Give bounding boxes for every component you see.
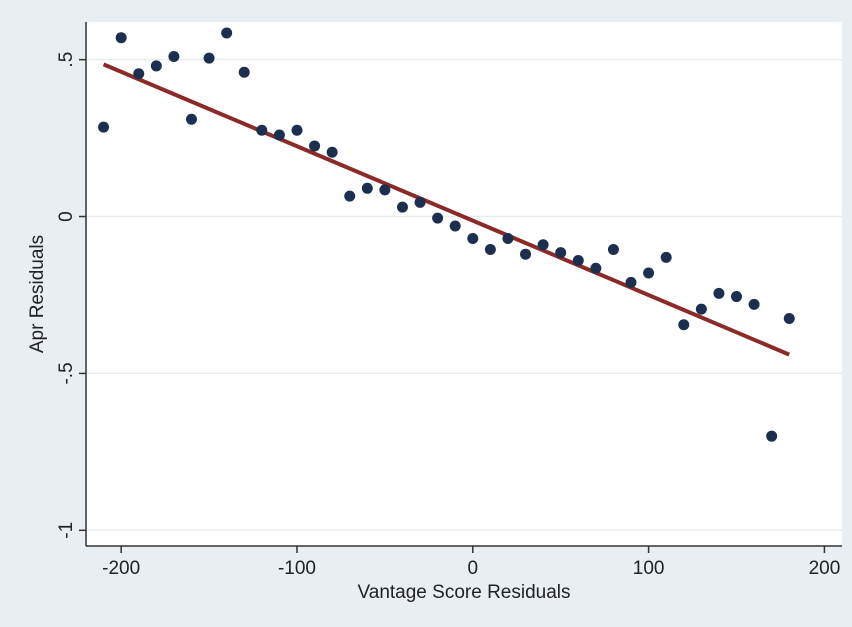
data-point [150,60,162,72]
data-point [98,121,110,133]
data-point [695,303,707,315]
data-point [502,233,514,245]
data-point [309,140,321,152]
data-point [432,212,444,224]
x-tick-label: 200 [809,558,841,579]
plot-area [86,22,842,546]
data-point [660,251,672,263]
data-point [748,298,760,310]
data-point [185,113,197,125]
x-tick-label: 100 [633,558,665,579]
data-point [361,182,373,194]
data-point [414,196,426,208]
data-point [555,247,567,259]
axes: -200 -100 0 100 200 -1 -.5 0 .5 [56,22,842,579]
data-point [643,267,655,279]
fit-line-layer [102,62,791,357]
data-point [713,287,725,299]
data-point [537,239,549,251]
data-point [326,146,338,158]
x-axis-label: Vantage Score Residuals [358,582,571,603]
data-point [203,52,215,64]
data-point [783,313,795,325]
data-point [221,27,233,39]
fit-line [102,62,791,357]
data-point [766,430,778,442]
data-point [238,66,250,78]
y-axis-label: Apr Residuals [27,235,48,353]
data-point [115,32,127,44]
data-point [256,124,268,136]
data-point [449,220,461,232]
data-point [273,129,285,141]
data-point [625,276,637,288]
y-tick-label: .5 [56,52,77,68]
data-point [607,243,619,255]
data-point [396,201,408,213]
x-tick-label: -100 [278,558,316,579]
data-point [168,51,180,63]
y-tick-label: -1 [56,522,77,539]
data-point [467,233,479,245]
data-point [484,243,496,255]
data-point [344,190,356,202]
data-point [133,68,145,80]
data-point [731,291,743,303]
data-point [520,248,532,260]
data-point [379,184,391,196]
x-tick-label: 0 [468,558,479,579]
data-point [590,262,602,274]
y-tick-label: -.5 [56,362,77,384]
x-tick-label: -200 [102,558,140,579]
data-point [678,319,690,331]
data-points [98,27,795,442]
data-point [572,254,584,266]
y-tick-label: 0 [56,211,77,222]
data-point [291,124,303,136]
